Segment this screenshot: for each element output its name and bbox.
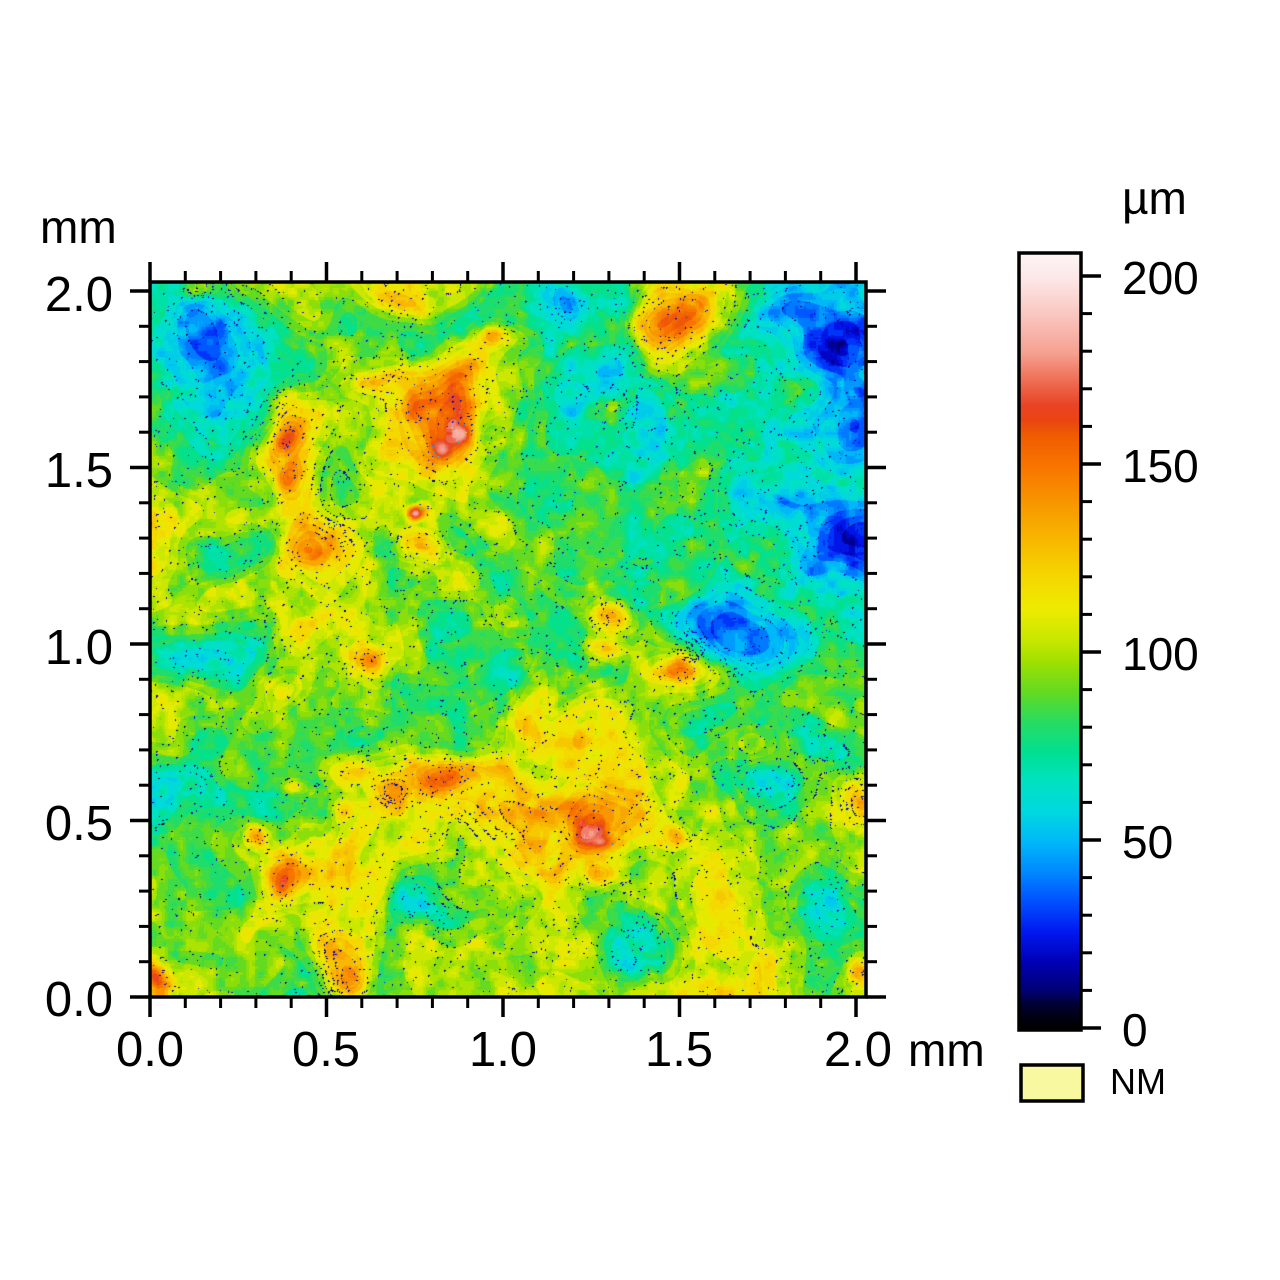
svg-text:mm: mm xyxy=(40,201,117,253)
svg-text:1.5: 1.5 xyxy=(645,1023,713,1077)
svg-text:0.0: 0.0 xyxy=(45,973,113,1027)
svg-text:NM: NM xyxy=(1110,1061,1166,1102)
svg-text:1.5: 1.5 xyxy=(45,444,113,498)
svg-text:0.5: 0.5 xyxy=(292,1023,360,1077)
svg-text:mm: mm xyxy=(908,1024,985,1076)
svg-text:0: 0 xyxy=(1122,1004,1148,1056)
svg-text:0.5: 0.5 xyxy=(45,797,113,851)
svg-text:0.0: 0.0 xyxy=(116,1023,184,1077)
svg-text:1.0: 1.0 xyxy=(45,621,113,675)
svg-text:2.0: 2.0 xyxy=(45,268,113,322)
svg-text:1.0: 1.0 xyxy=(469,1023,537,1077)
svg-text:50: 50 xyxy=(1122,816,1173,868)
svg-text:200: 200 xyxy=(1122,252,1199,304)
svg-text:2.0: 2.0 xyxy=(824,1023,892,1077)
svg-text:µm: µm xyxy=(1122,172,1187,224)
svg-text:150: 150 xyxy=(1122,440,1199,492)
svg-text:100: 100 xyxy=(1122,628,1199,680)
